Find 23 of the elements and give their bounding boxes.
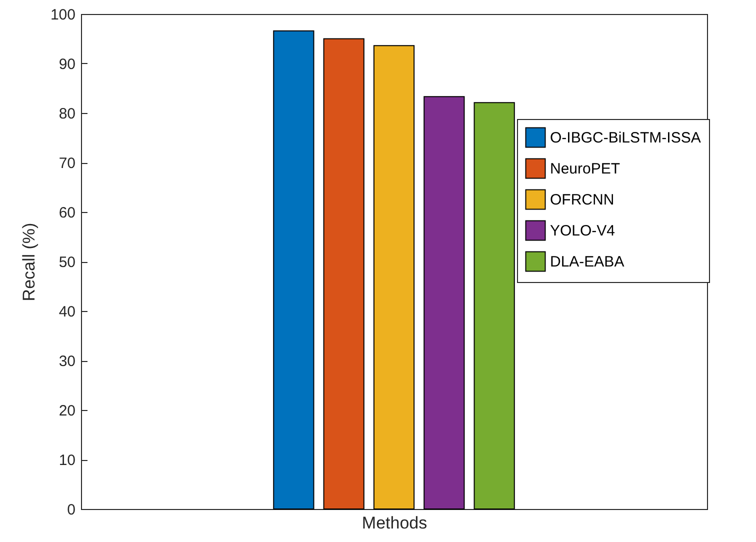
legend-label: OFRCNN xyxy=(550,192,614,208)
legend-label: O-IBGC-BiLSTM-ISSA xyxy=(550,130,701,146)
y-axis-title: Recall (%) xyxy=(19,222,38,302)
x-axis-title: Methods xyxy=(362,514,428,532)
y-tick-label: 50 xyxy=(58,254,76,271)
bar xyxy=(424,96,465,510)
y-tick-label: 90 xyxy=(58,56,76,73)
y-tick-label: 100 xyxy=(50,6,76,24)
y-tick-label: 60 xyxy=(58,204,76,222)
bar xyxy=(273,30,314,510)
bar xyxy=(323,38,364,510)
y-tick-label: 80 xyxy=(58,106,76,122)
legend-label: NeuroPET xyxy=(550,160,620,178)
y-tick-label: 10 xyxy=(58,452,76,469)
bar xyxy=(474,102,515,510)
y-tick-label: 30 xyxy=(58,353,76,370)
legend-label: YOLO-V4 xyxy=(550,222,616,240)
y-tick-label: 40 xyxy=(58,304,76,320)
y-tick-label: 20 xyxy=(58,402,76,420)
legend-label: DLA-EABA xyxy=(550,254,624,270)
y-tick-label: 70 xyxy=(58,155,76,172)
y-tick-label: 0 xyxy=(67,502,76,518)
bar xyxy=(373,45,415,510)
